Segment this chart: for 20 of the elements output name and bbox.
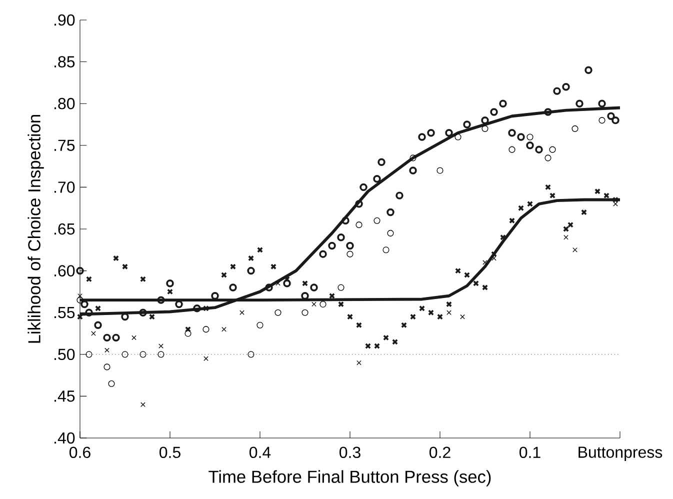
y-tick-label: .85 bbox=[54, 56, 75, 68]
x-tick-label: 0.4 bbox=[250, 446, 271, 458]
y-axis-title: Liklihood of Choice Inspection bbox=[28, 115, 44, 343]
x-tick-label: 0.3 bbox=[340, 446, 360, 458]
y-tick-label: .60 bbox=[54, 265, 75, 276]
x-tick-label: 0.1 bbox=[520, 446, 540, 458]
y-tick-label: .80 bbox=[54, 98, 75, 110]
y-tick-label: .90 bbox=[54, 14, 75, 26]
x-tick-label: 0.5 bbox=[160, 446, 180, 458]
y-tick-label: .65 bbox=[54, 223, 75, 235]
x-axis-title: Time Before Final Button Press (sec) bbox=[208, 470, 491, 486]
x-tick-label: 0.2 bbox=[430, 446, 450, 458]
y-tick-label: .40 bbox=[54, 432, 75, 444]
x-tick-label: Buttonpress bbox=[578, 446, 662, 462]
y-tick-label: .75 bbox=[54, 140, 75, 151]
y-tick-label: .70 bbox=[54, 182, 75, 193]
y-tick-label: .55 bbox=[54, 307, 75, 318]
y-tick-label: .45 bbox=[54, 390, 75, 402]
y-tick-label: .50 bbox=[54, 348, 75, 360]
x-tick-label: 0.6 bbox=[70, 446, 90, 458]
